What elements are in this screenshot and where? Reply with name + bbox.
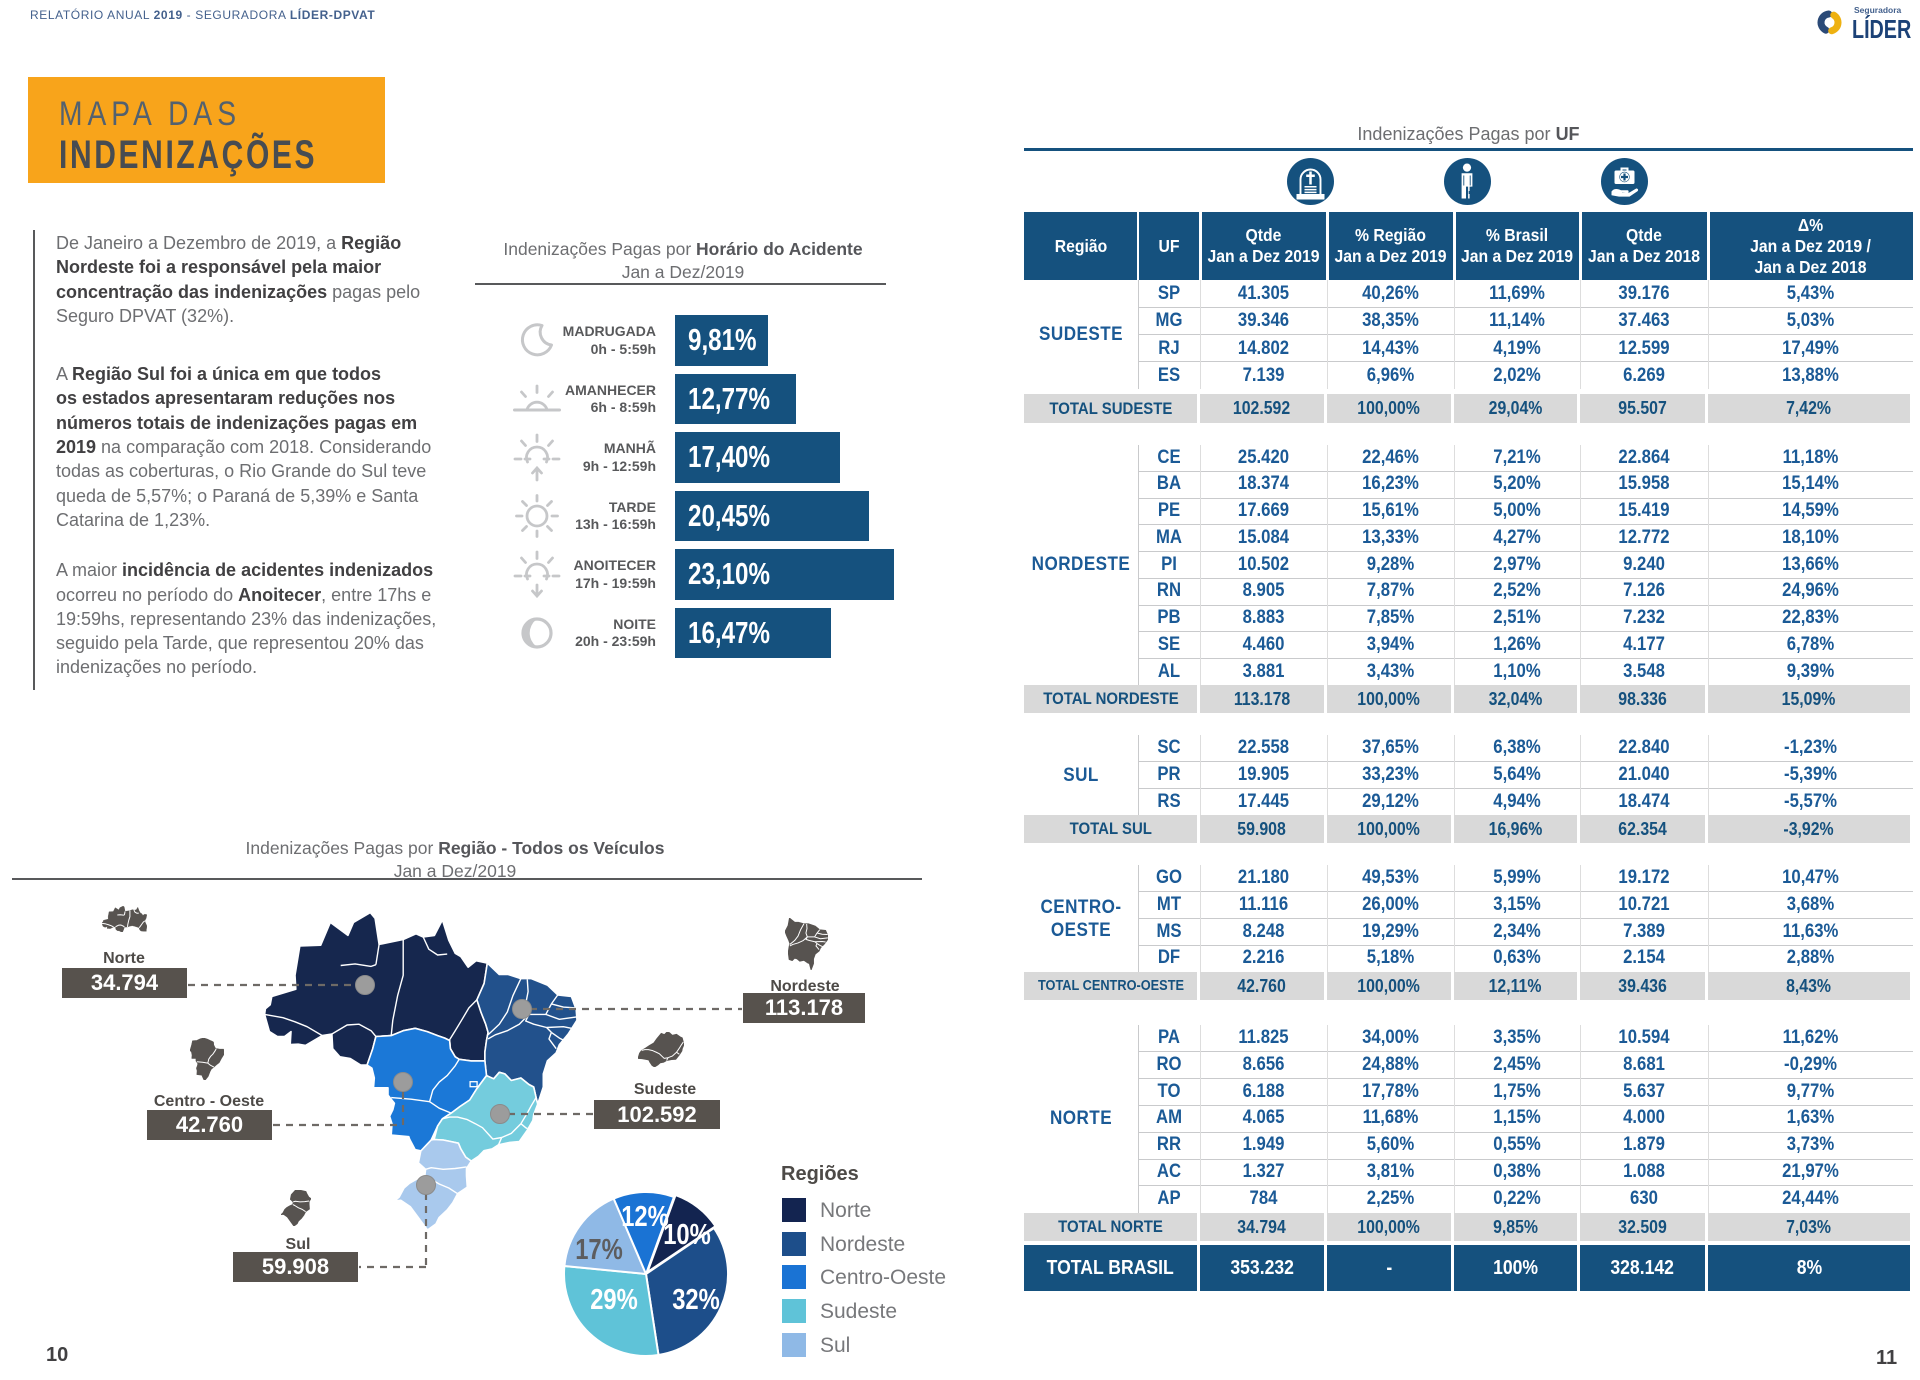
svg-text:LÍDER: LÍDER bbox=[1852, 13, 1912, 43]
svg-text:Seguradora: Seguradora bbox=[1854, 5, 1902, 15]
